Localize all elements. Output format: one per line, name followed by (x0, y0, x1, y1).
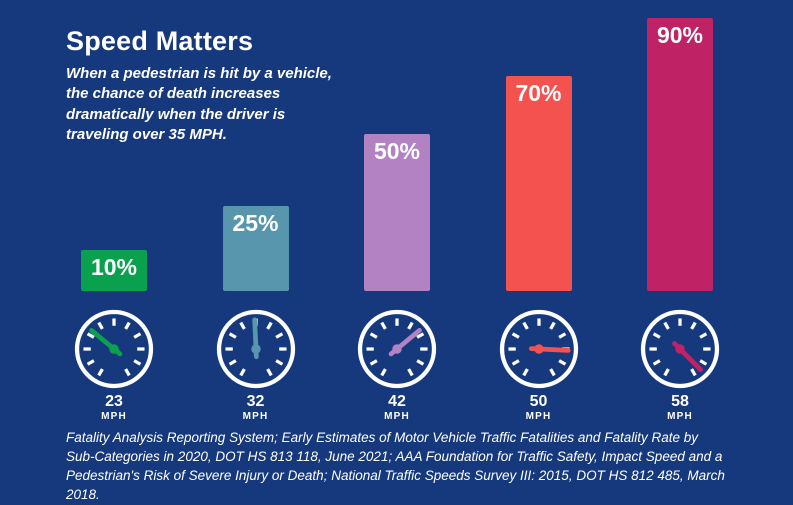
bar: 90% (647, 18, 713, 291)
speed-unit-label: MPH (101, 411, 127, 422)
speedometer-icon (74, 309, 154, 389)
chart-column: 70% 50 MPH (477, 12, 601, 422)
bar: 10% (81, 250, 147, 291)
page-title: Speed Matters (66, 26, 254, 56)
speedometer-icon (640, 309, 720, 389)
bar-value-label: 50% (373, 138, 421, 164)
bar-value-label: 90% (656, 22, 704, 48)
bar: 50% (364, 134, 430, 291)
speed-value-label: 50 (529, 393, 548, 410)
bar-gauge-chart: 10% 23 MPH 25% 32 MPH 50% 42 MPH 70% 50 MPH 90% 58 MPH (52, 12, 742, 422)
bar: 70% (505, 76, 572, 291)
speed-value-label: 23 (105, 393, 123, 410)
bar-value-label: 10% (90, 254, 138, 280)
speedometer-icon (499, 309, 578, 389)
chart-column: 90% 58 MPH (618, 12, 742, 422)
speedometer-icon (216, 309, 295, 389)
speed-value-label: 32 (246, 393, 265, 410)
bar-area: 25% (194, 12, 318, 291)
speedometer-icon (357, 309, 437, 389)
citation-text: Fatality Analysis Reporting System; Earl… (66, 430, 725, 503)
speed-value-label: 42 (388, 393, 406, 410)
chart-column: 25% 32 MPH (194, 12, 318, 422)
bar-area: 90% (618, 12, 742, 291)
bar: 25% (222, 206, 289, 291)
speed-unit-label: MPH (667, 411, 693, 422)
speed-unit-label: MPH (242, 411, 269, 422)
speed-value-label: 58 (671, 393, 689, 410)
bar-area: 50% (335, 12, 459, 291)
bar-area: 10% (52, 12, 176, 291)
bar-area: 70% (477, 12, 601, 291)
chart-column: 50% 42 MPH (335, 12, 459, 422)
speed-unit-label: MPH (384, 411, 410, 422)
speed-unit-label: MPH (525, 411, 552, 422)
subtitle-text: When a pedestrian is hit by a vehicle, t… (66, 65, 332, 143)
bar-value-label: 70% (515, 80, 562, 106)
bar-value-label: 25% (232, 210, 279, 236)
chart-column: 10% 23 MPH (52, 12, 176, 422)
